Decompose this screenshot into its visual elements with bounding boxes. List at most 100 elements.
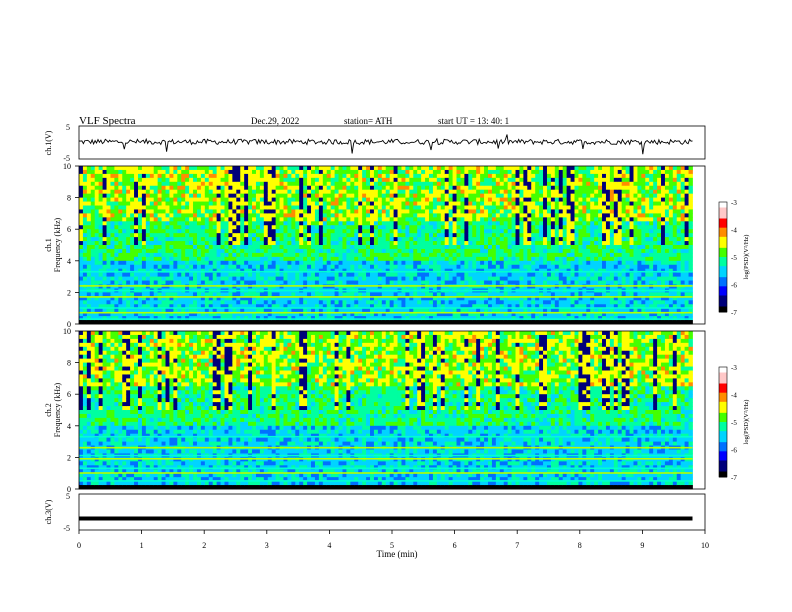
spec-cell — [350, 205, 355, 210]
start-time-label: start UT = 13: 40: 1 — [438, 116, 509, 126]
spec-cell — [295, 181, 300, 187]
spec-cell — [539, 221, 544, 226]
spec-cell — [472, 308, 477, 313]
spec-cell — [193, 225, 198, 230]
spec-cell — [385, 248, 391, 254]
spec-cell — [252, 316, 257, 321]
spec-cell — [208, 213, 214, 218]
spec-cell — [491, 264, 497, 270]
spec-cell — [456, 181, 461, 187]
spec-cell — [413, 320, 418, 325]
spec-cell — [342, 221, 347, 226]
spec-cell — [554, 237, 560, 242]
spec-cell — [393, 177, 398, 183]
spec-cell — [311, 205, 316, 210]
spec-cell — [511, 248, 516, 254]
spec-cell — [106, 193, 111, 198]
spec-cell — [185, 264, 190, 270]
spec-cell — [370, 225, 375, 230]
spec-cell — [436, 316, 442, 321]
spec-cell — [543, 169, 548, 175]
spec-cell — [499, 264, 505, 270]
spec-cell — [173, 185, 178, 191]
spec-cell — [161, 320, 166, 325]
spec-cell — [476, 185, 481, 191]
spec-cell — [130, 312, 135, 317]
spec-cell — [130, 221, 135, 226]
spec-cell — [515, 237, 520, 242]
spec-cell — [173, 268, 178, 274]
spec-cell — [326, 304, 332, 309]
spec-cell — [523, 169, 528, 175]
spec-cell — [511, 173, 516, 179]
spec-cell — [393, 304, 398, 309]
spec-cell — [523, 221, 528, 226]
spec-cell — [161, 292, 166, 297]
spec-cell — [531, 312, 536, 317]
spec-cell — [161, 237, 166, 242]
spec-cell — [338, 233, 343, 238]
spec-cell — [460, 201, 465, 206]
spec-cell — [436, 256, 442, 262]
spec-cell — [373, 205, 379, 210]
spec-cell — [342, 312, 347, 317]
spec-cell — [413, 205, 418, 210]
spec-cell — [503, 312, 509, 317]
spec-cell — [86, 237, 92, 242]
spec-cell — [118, 237, 123, 242]
spec-cell — [157, 221, 162, 226]
spec-cell — [228, 256, 233, 262]
spec-cell — [248, 312, 253, 317]
spec-cell — [432, 201, 438, 206]
spec-cell — [106, 312, 111, 317]
spec-cell — [216, 264, 221, 270]
spec-cell — [82, 173, 88, 179]
spec-cell — [275, 296, 280, 301]
spec-cell — [318, 225, 324, 230]
spec-cell — [468, 248, 473, 254]
spec-cell — [232, 173, 237, 179]
spec-cell — [476, 181, 481, 187]
spec-cell — [177, 316, 182, 321]
spec-cell — [543, 209, 548, 214]
spec-cell — [193, 217, 198, 222]
spec-cell — [342, 304, 347, 309]
spec-cell — [440, 209, 446, 214]
spec-cell — [491, 229, 497, 234]
spec-cell — [366, 316, 371, 321]
spec-cell — [448, 300, 453, 305]
spec-cell — [413, 276, 418, 281]
spec-cell — [377, 181, 383, 187]
spec-cell — [173, 193, 178, 198]
spec-cell — [130, 213, 135, 218]
spec-cell — [318, 292, 324, 297]
spec-cell — [413, 252, 418, 258]
spec-cell — [373, 225, 379, 230]
spec-cell — [491, 292, 497, 297]
spec-cell — [539, 272, 544, 277]
spec-cell — [393, 205, 398, 210]
spec-cell — [432, 316, 438, 321]
spec-cell — [153, 177, 159, 183]
spec-cell — [429, 185, 434, 191]
spec-cell — [503, 217, 509, 222]
spec-cell — [181, 197, 186, 202]
spec-cell — [126, 217, 131, 222]
spec-cell — [79, 260, 84, 266]
spec-cell — [389, 300, 394, 305]
spec-cell — [554, 173, 560, 179]
spec-cell — [307, 312, 312, 317]
spec-cell — [177, 189, 182, 195]
spec-cell — [338, 296, 343, 301]
spec-cell — [208, 280, 214, 285]
spec-cell — [185, 197, 190, 202]
spec-cell — [110, 292, 115, 297]
spec-cell — [393, 256, 398, 262]
spec-cell — [350, 256, 355, 262]
spec-cell — [409, 225, 414, 230]
spec-cell — [149, 213, 155, 218]
spec-cell — [350, 229, 355, 234]
spec-cell — [354, 185, 359, 191]
spec-cell — [193, 245, 198, 250]
spec-cell — [322, 217, 328, 222]
